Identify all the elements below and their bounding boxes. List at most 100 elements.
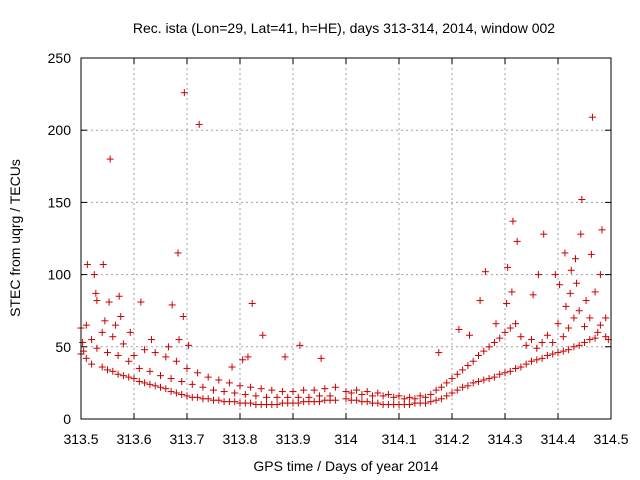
data-point bbox=[88, 336, 96, 344]
data-point bbox=[310, 386, 318, 394]
data-point bbox=[443, 392, 451, 400]
data-point bbox=[130, 375, 138, 383]
data-point bbox=[342, 395, 350, 403]
data-point bbox=[151, 382, 159, 390]
data-point bbox=[273, 401, 281, 409]
data-point bbox=[464, 362, 472, 370]
data-point bbox=[284, 393, 292, 401]
data-point bbox=[374, 389, 382, 397]
data-point bbox=[101, 317, 109, 325]
data-point bbox=[294, 393, 302, 401]
data-point bbox=[259, 331, 267, 339]
data-point bbox=[141, 346, 149, 354]
data-point bbox=[236, 382, 244, 390]
data-point bbox=[464, 382, 472, 390]
data-point bbox=[119, 340, 127, 348]
data-point bbox=[390, 393, 398, 401]
data-point bbox=[231, 398, 239, 406]
data-point bbox=[248, 299, 256, 307]
data-point bbox=[263, 393, 270, 401]
x-tick-label: 313.8 bbox=[222, 431, 257, 447]
data-point bbox=[146, 380, 154, 388]
data-point bbox=[573, 279, 581, 287]
data-point bbox=[435, 349, 443, 357]
data-point bbox=[602, 314, 610, 322]
data-point bbox=[577, 230, 585, 238]
y-tick-label: 50 bbox=[55, 339, 71, 355]
data-point bbox=[175, 336, 183, 344]
y-tick-label: 0 bbox=[63, 411, 71, 427]
data-point bbox=[167, 375, 175, 383]
data-point bbox=[135, 364, 143, 372]
data-point bbox=[384, 390, 392, 398]
data-point bbox=[146, 367, 154, 375]
x-tick-label: 313.7 bbox=[169, 431, 204, 447]
data-point bbox=[185, 341, 193, 349]
data-point bbox=[93, 297, 101, 305]
data-point bbox=[126, 328, 134, 336]
chart-title: Rec. ista (Lon=29, Lat=41, h=HE), days 3… bbox=[133, 20, 555, 36]
data-point bbox=[503, 299, 511, 307]
data-point bbox=[90, 271, 98, 279]
data-point bbox=[501, 328, 509, 336]
data-point bbox=[571, 255, 579, 263]
data-point bbox=[570, 314, 578, 322]
data-point bbox=[363, 398, 371, 406]
data-point bbox=[147, 336, 155, 344]
data-point bbox=[485, 343, 493, 351]
y-tick-label: 150 bbox=[48, 194, 72, 210]
data-point bbox=[582, 297, 590, 305]
data-point bbox=[459, 383, 467, 391]
data-point bbox=[490, 338, 498, 346]
data-point bbox=[480, 376, 488, 384]
data-point bbox=[406, 401, 414, 409]
data-point bbox=[79, 338, 87, 346]
y-axis-label: STEC from uqrg / TECUs bbox=[7, 159, 23, 317]
data-point bbox=[168, 301, 176, 309]
data-point bbox=[453, 386, 461, 394]
data-point bbox=[252, 392, 260, 400]
data-point bbox=[400, 395, 408, 403]
data-point bbox=[82, 354, 90, 362]
data-point bbox=[485, 375, 493, 383]
data-point bbox=[180, 89, 188, 97]
data-point bbox=[109, 333, 117, 341]
data-point bbox=[562, 302, 570, 310]
data-point bbox=[411, 395, 419, 403]
data-point bbox=[554, 349, 562, 357]
data-point bbox=[506, 367, 514, 375]
data-point bbox=[281, 353, 289, 361]
data-point bbox=[554, 320, 562, 328]
data-point bbox=[109, 367, 117, 375]
data-point bbox=[331, 396, 339, 404]
data-point bbox=[581, 338, 588, 346]
data-point bbox=[231, 389, 239, 397]
data-point bbox=[137, 298, 145, 306]
data-point bbox=[104, 349, 111, 357]
data-point bbox=[475, 377, 482, 385]
x-tick-label: 313.5 bbox=[63, 431, 98, 447]
data-point bbox=[578, 196, 586, 204]
data-point bbox=[115, 292, 123, 300]
data-point bbox=[210, 386, 217, 394]
data-point bbox=[204, 395, 212, 403]
data-points bbox=[77, 89, 612, 409]
data-point bbox=[476, 297, 484, 305]
data-point bbox=[104, 366, 111, 374]
y-tick-label: 200 bbox=[48, 122, 72, 138]
data-point bbox=[119, 372, 127, 380]
data-point bbox=[509, 217, 517, 225]
data-point bbox=[437, 383, 445, 391]
data-point bbox=[591, 288, 599, 296]
data-point bbox=[596, 321, 604, 329]
data-point bbox=[225, 379, 233, 387]
data-point bbox=[522, 360, 530, 368]
data-point bbox=[157, 372, 164, 380]
data-point bbox=[575, 341, 583, 349]
data-point bbox=[194, 393, 202, 401]
data-point bbox=[130, 351, 138, 359]
x-tick-label: 313.6 bbox=[116, 431, 151, 447]
data-point bbox=[522, 341, 530, 349]
x-tick-label: 313.9 bbox=[275, 431, 310, 447]
data-point bbox=[114, 370, 122, 378]
